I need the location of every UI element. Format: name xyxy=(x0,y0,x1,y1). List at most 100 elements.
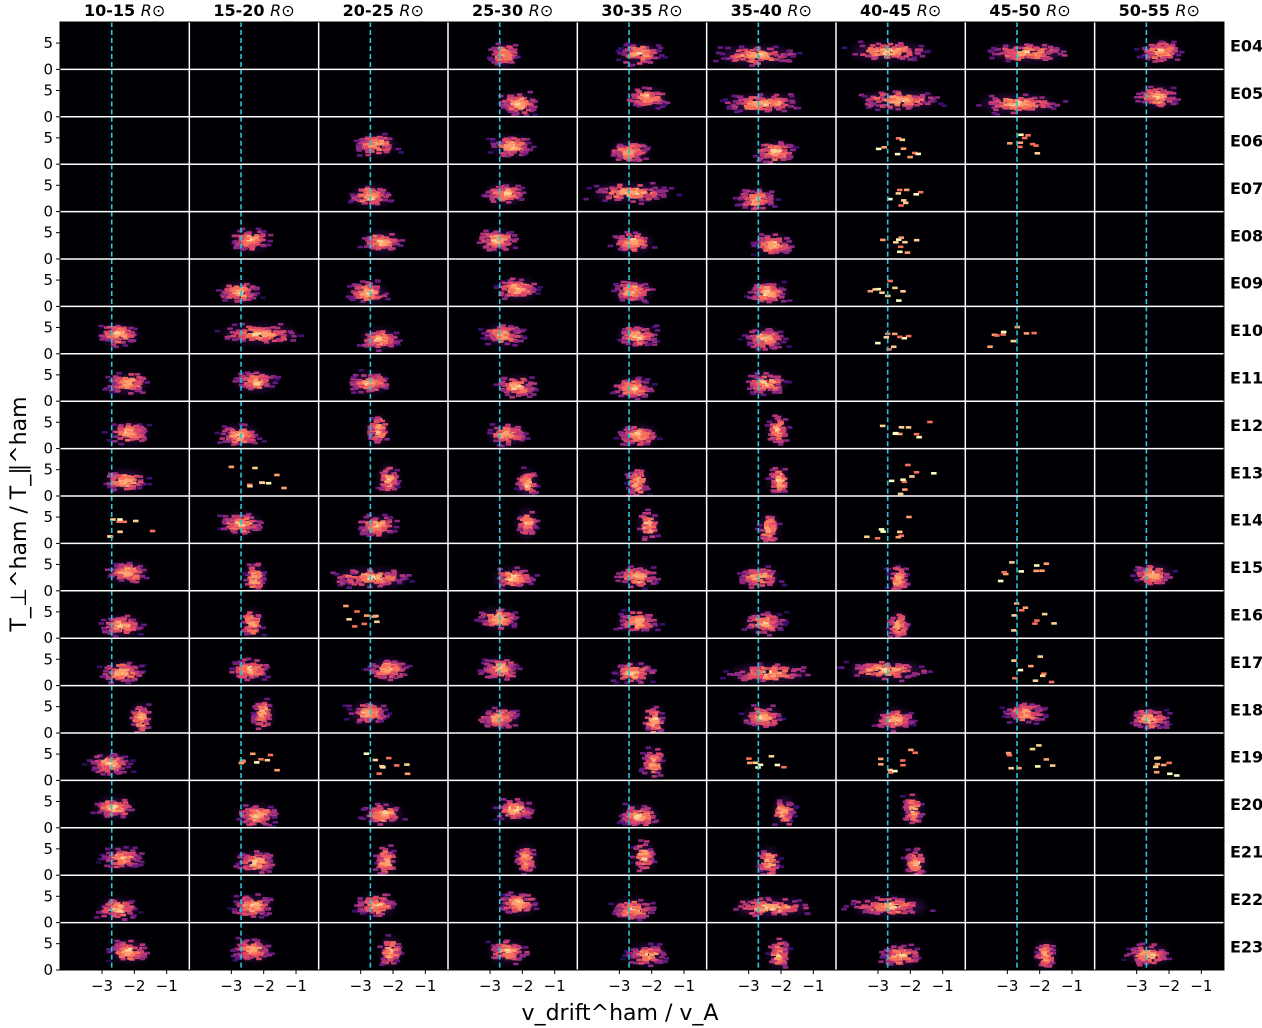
histogram-bin xyxy=(652,246,658,249)
histogram-bin xyxy=(494,62,501,66)
histogram-bin xyxy=(382,144,389,148)
histogram-bin xyxy=(894,101,901,104)
histogram-bin xyxy=(244,377,251,381)
histogram-bin xyxy=(128,326,134,330)
panel xyxy=(965,22,1095,70)
histogram-bin xyxy=(1136,92,1142,96)
histogram-bin xyxy=(1031,331,1037,335)
histogram-bin xyxy=(499,141,506,144)
panel xyxy=(706,116,836,165)
histogram-bin xyxy=(769,155,775,159)
histogram-bin xyxy=(869,44,876,47)
histogram-bin xyxy=(622,244,628,247)
histogram-bin xyxy=(886,348,892,351)
histogram-bin xyxy=(615,198,622,201)
histogram-bin xyxy=(514,284,521,288)
histogram-bin xyxy=(512,344,518,347)
histogram-bin xyxy=(522,142,528,146)
panel-background xyxy=(60,259,190,307)
histogram-bin xyxy=(377,187,383,191)
histogram-bin xyxy=(257,237,264,240)
histogram-bin xyxy=(901,48,908,51)
histogram-bin xyxy=(750,52,757,55)
histogram-bin xyxy=(369,142,376,146)
histogram-bin xyxy=(136,434,143,437)
histogram-bin xyxy=(505,100,511,104)
histogram-bin xyxy=(630,385,636,388)
histogram-bin xyxy=(1029,142,1036,146)
histogram-bin xyxy=(237,378,243,382)
histogram-bin xyxy=(753,194,760,198)
histogram-bin xyxy=(898,426,905,429)
histogram-bin xyxy=(141,438,148,441)
histogram-bin xyxy=(114,379,120,382)
histogram-bin xyxy=(382,198,388,202)
histogram-bin xyxy=(647,61,654,64)
histogram-bin xyxy=(632,282,638,286)
histogram-bin xyxy=(256,329,263,333)
histogram-bin xyxy=(637,100,644,104)
histogram-bin xyxy=(359,199,366,203)
histogram-bin xyxy=(525,288,531,291)
histogram-bin xyxy=(629,155,635,158)
histogram-bin xyxy=(231,241,238,245)
histogram-bin xyxy=(260,238,266,242)
histogram-bin xyxy=(221,293,227,296)
histogram-bin xyxy=(133,474,140,478)
histogram-bin xyxy=(912,95,918,98)
histogram-bin xyxy=(369,286,375,289)
histogram-bin xyxy=(782,59,788,63)
histogram-bin xyxy=(261,327,267,330)
histogram-bin xyxy=(393,331,400,335)
histogram-bin xyxy=(713,59,719,63)
histogram-bin xyxy=(597,190,604,194)
histogram-bin xyxy=(230,334,237,338)
histogram-bin xyxy=(504,51,510,55)
histogram-bin xyxy=(625,295,631,299)
histogram-bin xyxy=(107,485,113,488)
histogram-bin xyxy=(773,147,779,150)
histogram-bin xyxy=(483,337,490,340)
histogram-bin xyxy=(397,339,403,342)
histogram-bin xyxy=(368,389,375,392)
histogram-bin xyxy=(497,239,503,243)
histogram-bin xyxy=(768,200,774,204)
histogram-bin xyxy=(385,476,392,479)
histogram-bin xyxy=(636,429,642,433)
histogram-bin xyxy=(375,334,382,337)
histogram-bin xyxy=(1057,52,1064,56)
histogram-bin xyxy=(1140,91,1147,95)
histogram-bin xyxy=(760,381,767,384)
histogram-bin xyxy=(506,285,513,288)
histogram-bin xyxy=(369,428,375,431)
histogram-bin xyxy=(523,113,530,117)
panel xyxy=(835,116,966,165)
histogram-bin xyxy=(759,55,766,59)
histogram-bin xyxy=(883,336,890,339)
histogram-bin xyxy=(772,425,779,429)
histogram-bin xyxy=(494,189,500,193)
histogram-bin xyxy=(367,145,374,148)
histogram-bin xyxy=(347,201,354,204)
histogram-bin xyxy=(780,150,786,153)
histogram-bin xyxy=(128,392,134,395)
histogram-bin xyxy=(895,192,902,195)
histogram-bin xyxy=(387,474,394,478)
histogram-bin xyxy=(631,338,638,341)
histogram-bin xyxy=(871,103,877,106)
histogram-bin xyxy=(146,477,152,480)
histogram-bin xyxy=(495,42,502,46)
histogram-bin xyxy=(760,242,767,246)
histogram-bin xyxy=(1004,100,1011,103)
histogram-bin xyxy=(489,138,496,141)
histogram-bin xyxy=(753,336,759,339)
histogram-bin xyxy=(767,340,773,343)
histogram-bin xyxy=(781,242,787,246)
histogram-bin xyxy=(214,329,221,333)
histogram-bin xyxy=(773,45,779,49)
histogram-bin xyxy=(380,432,386,436)
histogram-bin xyxy=(731,94,737,98)
histogram-bin xyxy=(1018,133,1024,137)
histogram-bin xyxy=(491,248,497,251)
histogram-bin xyxy=(776,152,783,155)
